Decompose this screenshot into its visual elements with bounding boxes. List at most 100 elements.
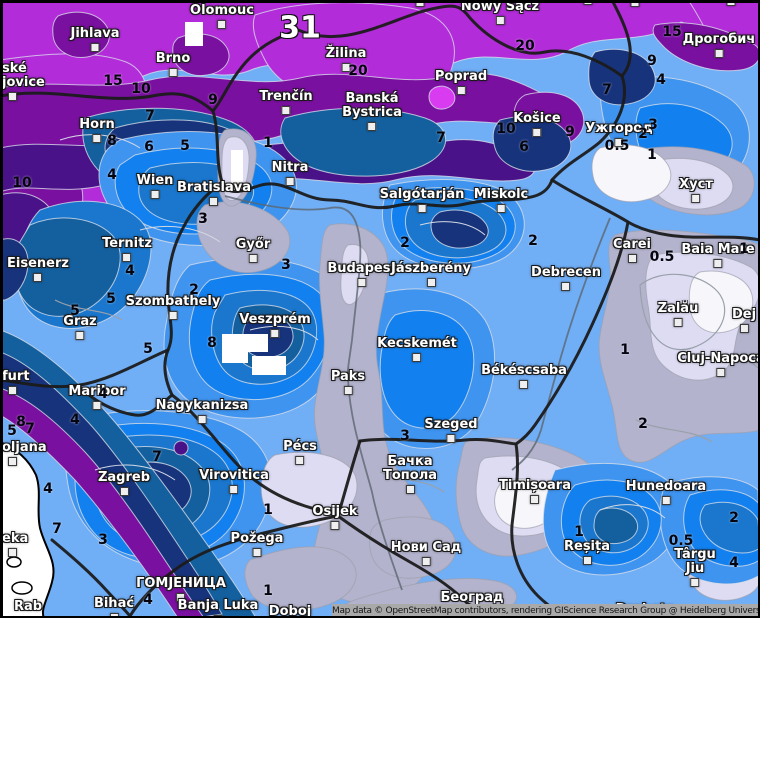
- city-label: Хуст: [679, 178, 713, 203]
- city-marker: [415, 0, 425, 7]
- city-marker: [673, 318, 683, 327]
- city-label: Poprad: [435, 70, 487, 95]
- city-label: Nowy Sącz: [461, 0, 539, 25]
- city-marker: [92, 134, 102, 143]
- contour-value: 4: [656, 72, 666, 88]
- city-label: eka: [2, 532, 28, 557]
- city-label: Târgu Jiu: [674, 548, 716, 587]
- city-marker: [530, 495, 540, 504]
- city-label: Nagykanizsa: [156, 399, 248, 424]
- contour-value: 1: [263, 135, 273, 151]
- city-label: Maribor: [68, 385, 126, 410]
- contour-value: 1: [574, 524, 584, 540]
- city-marker: [421, 557, 431, 566]
- contour-value: 7: [145, 108, 155, 124]
- city-label: Szombathely: [126, 295, 220, 320]
- contour-value: 15: [103, 73, 123, 89]
- city-marker: [229, 485, 239, 494]
- contour-value: 6: [519, 139, 529, 155]
- rivers: [224, 195, 611, 591]
- contour-value: 7: [602, 82, 612, 98]
- contour-value: 2: [729, 510, 739, 526]
- city-marker: [341, 63, 351, 72]
- contour-value: 6: [144, 139, 154, 155]
- contour-value: 0.5: [649, 249, 675, 265]
- city-marker: [252, 548, 262, 557]
- city-label: Paks: [331, 370, 365, 395]
- city-marker: [691, 194, 701, 203]
- city-label: Nitra: [272, 161, 308, 186]
- contour-value: 1: [620, 342, 630, 358]
- city-marker: [582, 556, 592, 565]
- city-label: Hunedoara: [626, 480, 706, 505]
- city-marker: [716, 368, 726, 377]
- contour-value: 4: [70, 412, 80, 428]
- adriatic-sea: [0, 440, 55, 618]
- city-label: Zagreb: [98, 471, 150, 496]
- city-marker: [295, 456, 305, 465]
- city-label: Trenčín: [259, 90, 313, 115]
- contour-value: 4: [107, 167, 117, 183]
- city-label: Doboj: [269, 605, 311, 619]
- city-marker: [495, 16, 505, 25]
- city-marker: [519, 380, 529, 389]
- city-marker: [739, 324, 749, 333]
- city-label: Salgótarján: [380, 188, 464, 213]
- contour-value: 5: [180, 138, 190, 154]
- city-label: Reșița: [564, 540, 610, 565]
- contour-value-layer: 31 15 10 20 20 15 9 7 8 6 5 1 4 10 9 4 7 3 2 0.5 1 10 6 9 7 3 4 5 2 3…: [7, 11, 749, 609]
- city-marker: [8, 548, 17, 557]
- city-label: Zalău: [658, 302, 698, 327]
- contour-value: 4: [143, 592, 153, 608]
- city-label: Osijek: [312, 505, 358, 530]
- contour-value: 2: [638, 416, 648, 432]
- contour-value: 4: [98, 386, 108, 402]
- city-label: Budapest: [327, 262, 397, 287]
- city-marker: [90, 43, 100, 52]
- city-label: Eisenerz: [7, 257, 69, 282]
- city-marker: [209, 197, 219, 206]
- contour-value: 5: [106, 291, 116, 307]
- contour-value: 1: [263, 502, 273, 518]
- city-label: Žilina: [326, 47, 366, 72]
- city-marker: [33, 273, 43, 282]
- city-label: Brno: [156, 52, 190, 77]
- contour-value: 7: [25, 421, 35, 437]
- city-label: Нови Сад: [391, 541, 461, 566]
- city-marker: [168, 311, 178, 320]
- city-marker: [417, 204, 427, 213]
- city-marker: [367, 122, 377, 131]
- city-marker: [630, 0, 640, 7]
- city-marker: [176, 593, 186, 602]
- city-label: [726, 0, 736, 6]
- city-marker: [270, 329, 280, 338]
- city-marker: [614, 138, 624, 147]
- city-label: Ternitz: [102, 237, 152, 262]
- contour-value: 0.5: [604, 138, 630, 154]
- city-marker: [197, 415, 207, 424]
- contour-value: 4: [729, 555, 739, 571]
- city-label: Požega: [231, 532, 283, 557]
- contour-value: 7: [52, 521, 62, 537]
- city-label: Jihlava: [70, 27, 120, 52]
- city-label: [415, 0, 425, 7]
- city-marker: [168, 68, 178, 77]
- contour-value: 7: [436, 130, 446, 146]
- city-label: ské jovice: [2, 62, 45, 101]
- city-label: Debrecen: [531, 266, 601, 291]
- contour-value: 3: [400, 428, 410, 444]
- city-label: Olomouc: [190, 4, 254, 29]
- snow-depth-map: Jihlava Olomouc Brno Žilina Nowy Sącz Дрогоби…: [0, 0, 760, 618]
- city-marker: [426, 278, 436, 287]
- contour-value: 10: [131, 81, 151, 97]
- contour-value: 2: [189, 282, 199, 298]
- city-label: Miskolc: [474, 188, 528, 213]
- city-marker: [122, 253, 132, 262]
- city-marker: [627, 254, 637, 263]
- city-marker: [561, 282, 571, 291]
- map-data-gaps: [185, 22, 286, 375]
- contour-value: 1: [263, 583, 273, 599]
- city-label: Bihać: [94, 597, 134, 618]
- city-label: Rab: [13, 599, 43, 614]
